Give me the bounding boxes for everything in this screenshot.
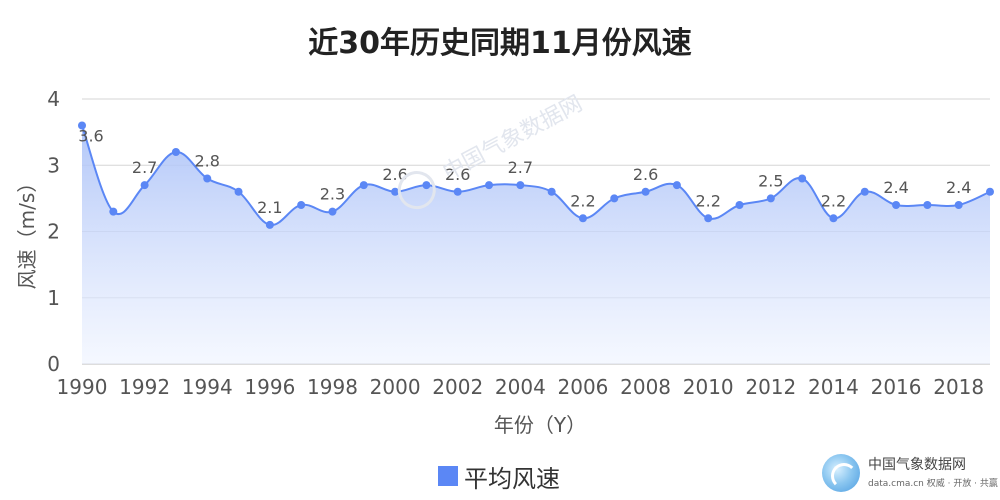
x-tick-label: 1992: [119, 375, 170, 399]
data-label: 2.6: [445, 165, 470, 184]
data-point[interactable]: [923, 201, 932, 209]
data-point[interactable]: [422, 181, 431, 190]
data-point[interactable]: [610, 194, 619, 203]
legend-swatch-icon: [438, 466, 458, 486]
x-tick-label: 2002: [432, 375, 483, 399]
data-point[interactable]: [986, 187, 994, 196]
data-point[interactable]: [485, 181, 494, 190]
data-label: 2.7: [508, 158, 533, 177]
x-axis-title: 年份（Y）: [494, 413, 586, 437]
x-tick-label: 2004: [495, 375, 546, 399]
x-tick-label: 2010: [683, 375, 734, 399]
data-label: 2.4: [883, 178, 908, 197]
data-point[interactable]: [265, 220, 274, 229]
legend[interactable]: 平均风速: [438, 458, 560, 494]
brand-logo-block: 中国气象数据网 data.cma.cn 权威 · 开放 · 共赢: [822, 452, 998, 494]
x-tick-label: 1996: [244, 375, 295, 399]
data-point[interactable]: [109, 207, 118, 216]
data-point[interactable]: [328, 207, 337, 216]
data-point[interactable]: [140, 181, 149, 190]
data-point[interactable]: [892, 201, 901, 209]
x-tick-label: 1998: [307, 375, 358, 399]
data-label: 2.2: [570, 191, 595, 210]
data-label: 2.1: [257, 198, 282, 217]
x-tick-label: 2000: [370, 375, 421, 399]
cloud-logo-icon: [822, 454, 860, 492]
data-point[interactable]: [234, 187, 243, 196]
brand-subtitle: data.cma.cn 权威 · 开放 · 共赢: [868, 479, 998, 489]
data-label: 2.3: [320, 185, 345, 204]
data-point[interactable]: [391, 187, 400, 196]
area-fill: [82, 125, 990, 364]
data-point[interactable]: [798, 174, 807, 183]
data-point[interactable]: [954, 201, 963, 209]
data-point[interactable]: [297, 201, 306, 209]
y-tick-label: 3: [47, 153, 60, 177]
data-label: 3.6: [78, 127, 103, 146]
y-tick-label: 0: [47, 352, 60, 376]
data-point[interactable]: [704, 214, 713, 223]
x-tick-label: 2016: [871, 375, 922, 399]
data-label: 2.5: [758, 171, 783, 190]
data-label: 2.4: [946, 178, 971, 197]
data-labels: 3.6 2.7 2.8 2.1 2.3 2.6 2.6 2.7 2.2 2.6 2.2 2.5 2.2 2…: [78, 127, 971, 217]
data-point[interactable]: [578, 214, 587, 223]
data-point[interactable]: [547, 187, 556, 196]
data-point[interactable]: [359, 181, 368, 190]
data-label: 2.2: [821, 191, 846, 210]
brand-name: 中国气象数据网: [868, 457, 966, 473]
data-point[interactable]: [766, 194, 775, 203]
x-tick-label: 2014: [808, 375, 859, 399]
data-label: 2.2: [695, 191, 720, 210]
data-point[interactable]: [735, 201, 744, 209]
x-tick-label: 2008: [620, 375, 671, 399]
y-tick-label: 1: [47, 286, 60, 310]
chart-title: 近30年历史同期11月份风速: [308, 26, 692, 61]
x-tick-label: 2006: [558, 375, 609, 399]
data-label: 2.8: [195, 152, 220, 171]
data-point[interactable]: [453, 187, 462, 196]
data-point[interactable]: [829, 214, 838, 223]
data-point[interactable]: [860, 187, 869, 196]
data-points: [78, 121, 994, 229]
x-tick-label: 2012: [745, 375, 796, 399]
y-tick-label: 4: [47, 87, 60, 111]
data-point[interactable]: [516, 181, 525, 190]
data-point[interactable]: [641, 187, 650, 196]
y-tick-label: 2: [47, 220, 60, 244]
data-point[interactable]: [78, 121, 86, 130]
data-point[interactable]: [171, 148, 180, 156]
legend-label: 平均风速: [464, 464, 560, 493]
x-tick-label: 2018: [933, 375, 984, 399]
data-point[interactable]: [203, 174, 212, 183]
y-axis-title: 风速（m/s）: [15, 173, 39, 290]
x-tick-labels: 1990 1992 1994 1996 1998 2000 2002 2004 2006 2008…: [57, 375, 985, 399]
x-tick-label: 1994: [182, 375, 233, 399]
y-tick-labels: 0 1 2 3 4: [47, 87, 60, 376]
data-label: 2.6: [633, 165, 658, 184]
data-label: 2.7: [132, 158, 157, 177]
x-tick-label: 1990: [57, 375, 108, 399]
data-point[interactable]: [672, 181, 681, 190]
series-area: [82, 125, 990, 364]
data-label: 2.6: [382, 165, 407, 184]
